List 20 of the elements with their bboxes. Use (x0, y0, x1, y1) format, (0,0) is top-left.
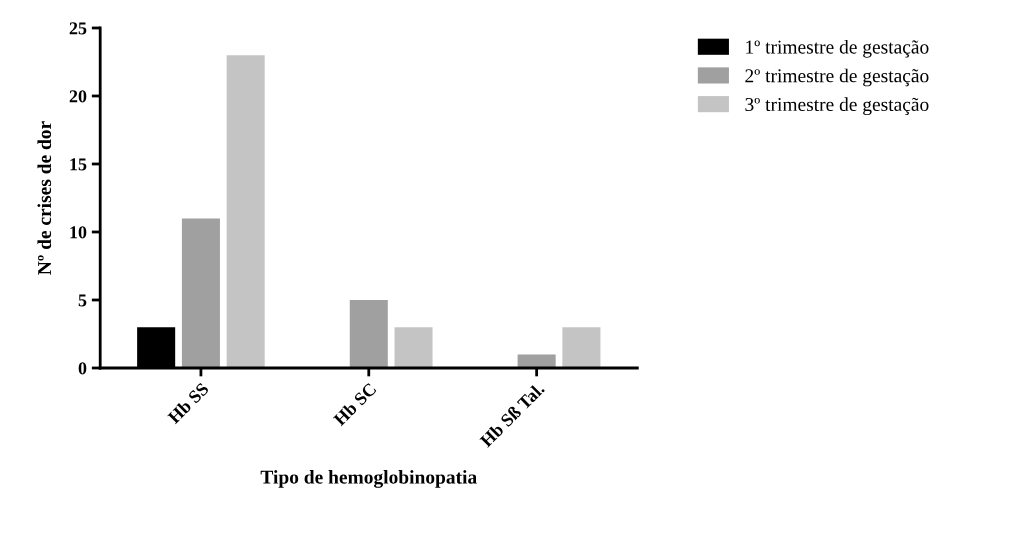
x-tick-label: Hb SC (332, 382, 377, 427)
y-tick-label: 5 (78, 294, 87, 307)
y-tick-label: 15 (70, 158, 87, 171)
y-tick-label: 0 (78, 362, 87, 375)
x-tick-label: Hb SS (166, 381, 210, 425)
bar (562, 327, 601, 368)
bar (181, 218, 220, 368)
legend-label: 1º trimestre de gestação (746, 39, 929, 58)
bar (349, 299, 388, 368)
y-axis-title: Nº de crises de dor (37, 121, 52, 275)
y-tick-label: 10 (70, 226, 87, 239)
x-tick-label: Hb Sß Tal. (478, 381, 546, 448)
legend-label: 3º trimestre de gestação (745, 97, 929, 116)
y-tick-label: 25 (69, 22, 87, 35)
bar (226, 55, 265, 368)
bar (517, 354, 556, 368)
legend-label: 2º trimestre de gestação (745, 68, 929, 87)
x-axis-title: Tipo de hemoglobinopatia (260, 470, 477, 488)
bar (394, 327, 433, 368)
y-tick-label: 20 (69, 90, 87, 103)
